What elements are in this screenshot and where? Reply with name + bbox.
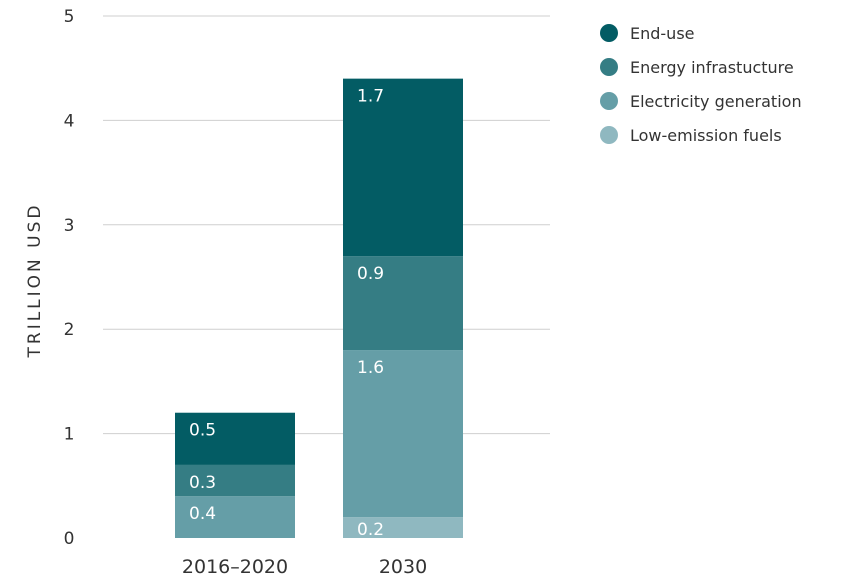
legend-item: End-use (600, 16, 802, 50)
legend-label: Electricity generation (630, 91, 802, 111)
x-axis-categories: 2016–2020 2030 (182, 556, 427, 578)
y-tick-label: 4 (64, 111, 75, 131)
bar-segment (175, 412, 295, 465)
y-axis-label: TRILLION USD (25, 203, 45, 359)
data-label: 1.6 (357, 358, 384, 378)
data-label: 0.3 (189, 473, 216, 493)
legend-swatch (600, 126, 618, 144)
y-tick-label: 0 (64, 529, 75, 549)
gridlines (103, 15, 550, 435)
legend-item: Low-emission fuels (600, 118, 802, 152)
y-tick-label: 3 (64, 216, 75, 236)
bar-segment (343, 517, 463, 538)
data-label: 0.9 (357, 264, 384, 284)
data-label: 0.5 (189, 421, 216, 441)
legend-swatch (600, 58, 618, 76)
bar-segment (343, 78, 463, 257)
data-label: 0.4 (189, 504, 216, 524)
x-category-label: 2016–2020 (182, 556, 288, 578)
legend-label: Low-emission fuels (630, 125, 782, 145)
bar-segment (175, 496, 295, 538)
y-tick-label: 5 (64, 7, 75, 27)
legend-item: Energy infrastucture (600, 50, 802, 84)
legend: End-use Energy infrastucture Electricity g… (600, 16, 802, 152)
legend-label: Energy infrastucture (630, 57, 794, 77)
data-label: 0.2 (357, 520, 384, 540)
bar-segment (343, 256, 463, 351)
data-label: 1.7 (357, 87, 384, 107)
legend-swatch (600, 92, 618, 110)
bar-segment (343, 350, 463, 518)
legend-swatch (600, 24, 618, 42)
legend-item: Electricity generation (600, 84, 802, 118)
bar-segment (175, 464, 295, 497)
y-tick-label: 1 (64, 425, 75, 445)
bars: 0.4 0.3 0.5 0.2 1.6 0.9 1.7 (175, 78, 463, 540)
x-category-label: 2030 (379, 556, 427, 578)
y-tick-label: 2 (64, 320, 75, 340)
legend-label: End-use (630, 23, 695, 43)
y-axis-ticks: 0 1 2 3 4 5 (64, 7, 75, 549)
